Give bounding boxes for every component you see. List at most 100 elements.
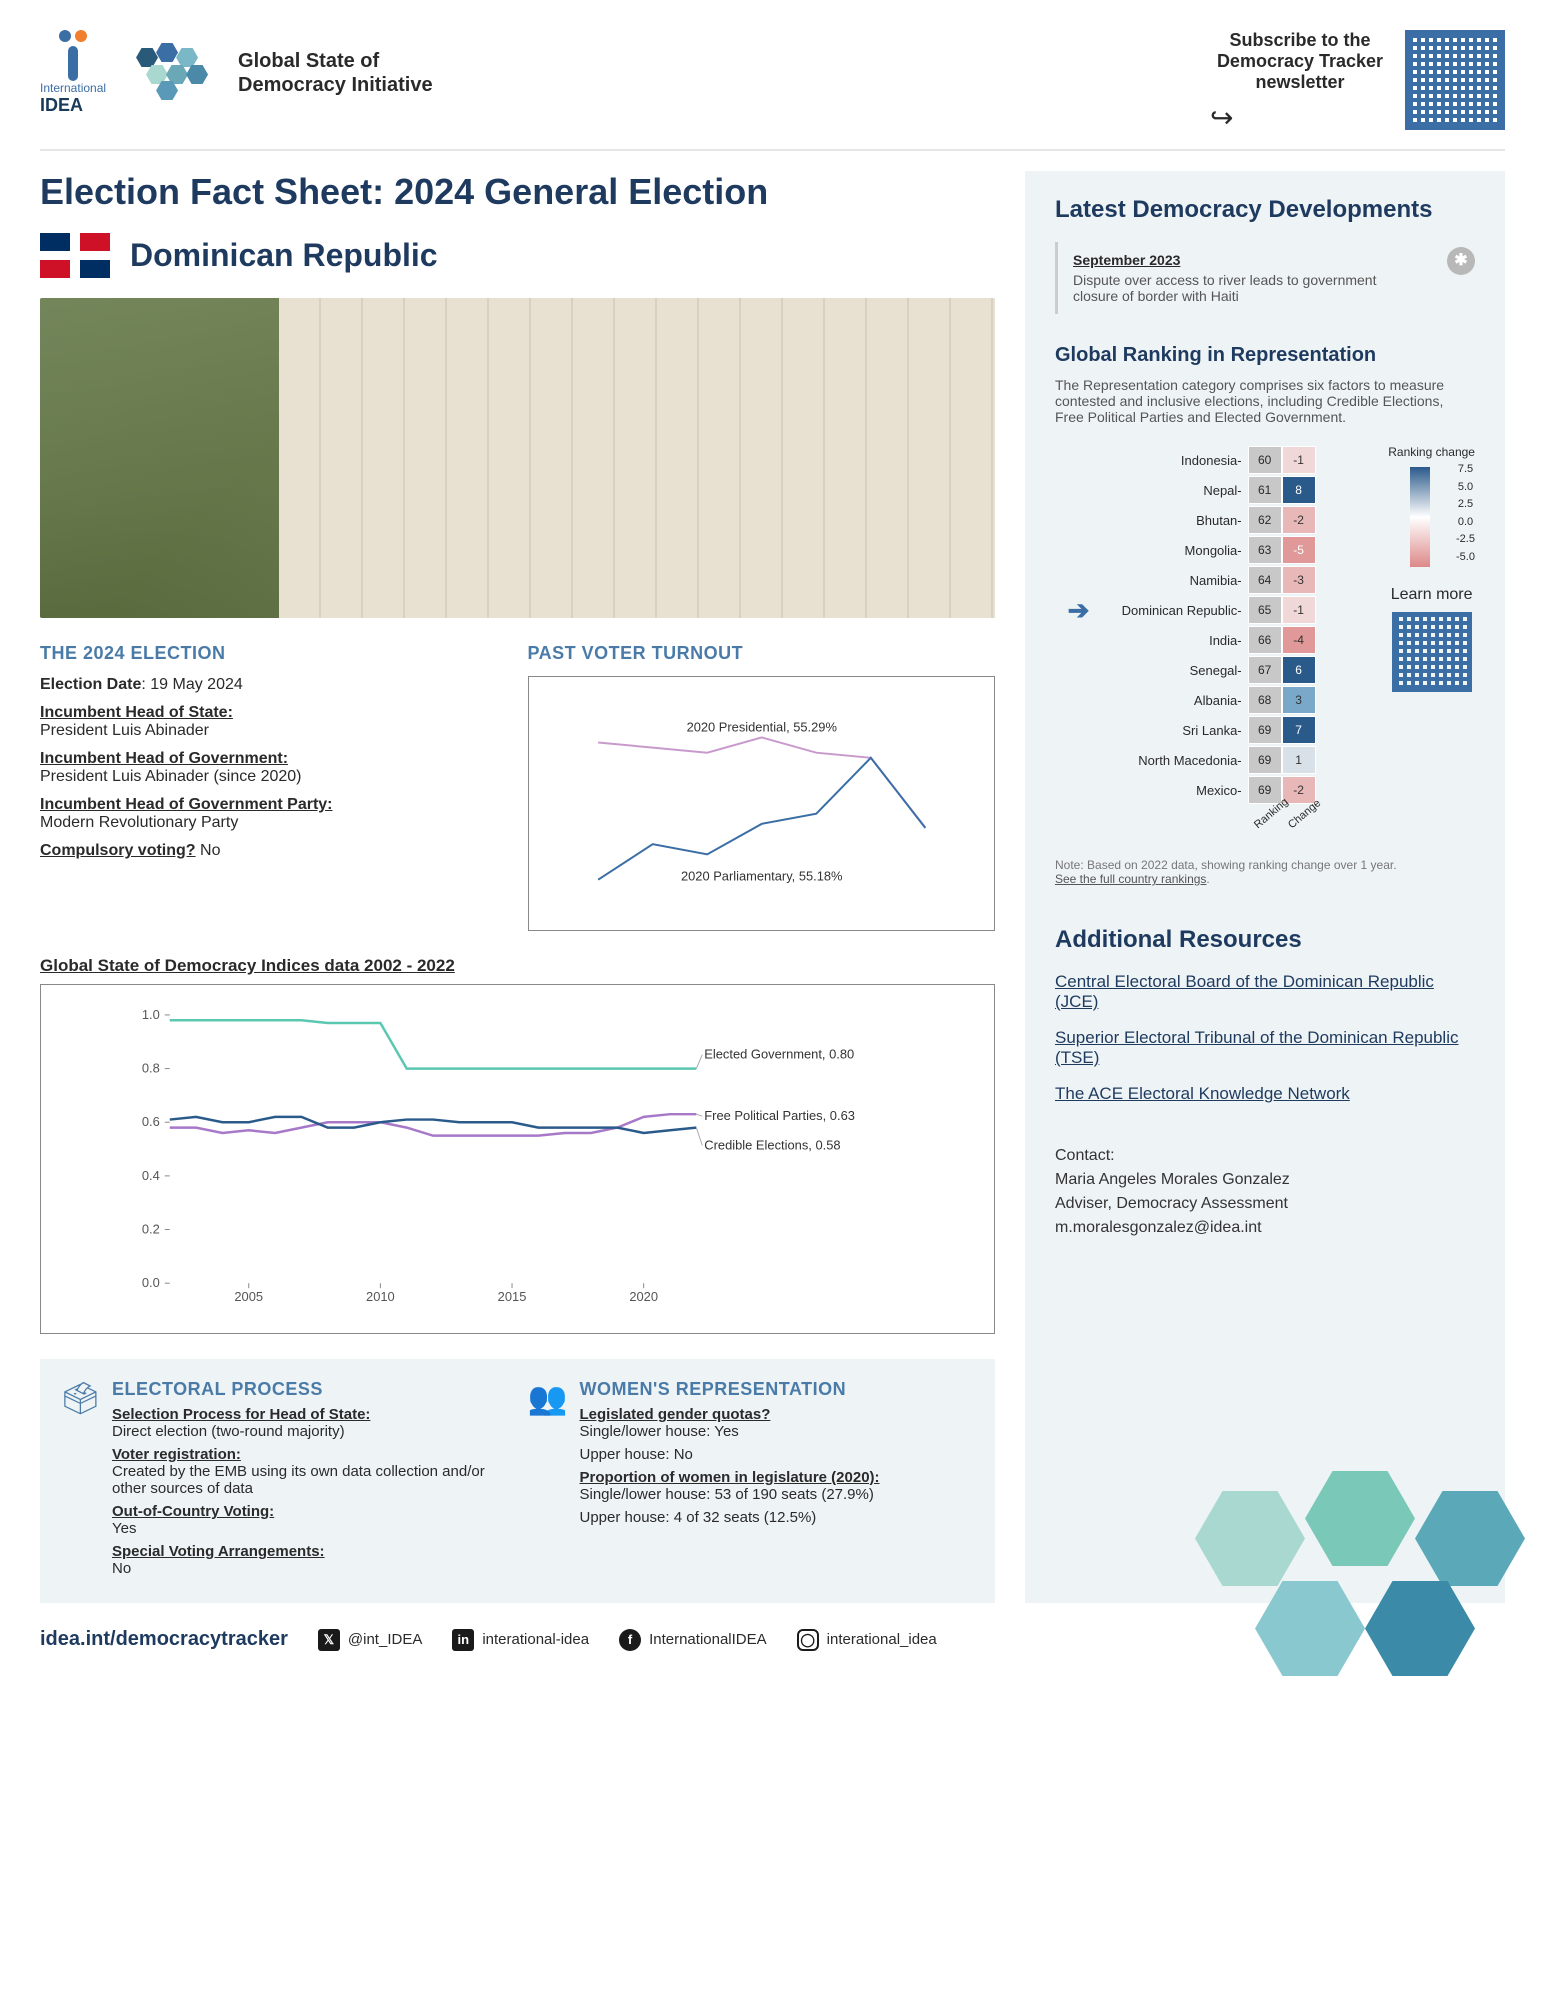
quotas-upper: Upper house: No: [580, 1446, 880, 1463]
rank-change: 3: [1282, 686, 1316, 714]
contact-name: Maria Angeles Morales Gonzalez: [1055, 1168, 1475, 1192]
table-row: Nepal-618: [1108, 475, 1316, 505]
contact-title: Adviser, Democracy Assessment: [1055, 1192, 1475, 1216]
svg-text:Credible Elections, 0.58: Credible Elections, 0.58: [704, 1137, 840, 1152]
footer-instagram[interactable]: ◯interational_idea: [797, 1629, 937, 1651]
initiative-title: Global State of Democracy Initiative: [238, 49, 433, 97]
footer-twitter[interactable]: 𝕏@int_IDEA: [318, 1629, 422, 1651]
footer-linkedin[interactable]: ininterational-idea: [452, 1629, 589, 1651]
svg-text:2015: 2015: [498, 1289, 527, 1304]
quotas-lower: Single/lower house: Yes: [580, 1423, 880, 1440]
svg-text:0.0: 0.0: [142, 1275, 160, 1290]
rank-change: 7: [1282, 716, 1316, 744]
legend-gradient-icon: [1410, 467, 1430, 567]
x-icon: 𝕏: [318, 1629, 340, 1651]
ranking-heading: Global Ranking in Representation: [1055, 344, 1475, 367]
rank-country: Senegal-: [1108, 663, 1248, 678]
rank-change: -2: [1282, 506, 1316, 534]
rank-country: Bhutan-: [1108, 513, 1248, 528]
rank-value: 60: [1248, 446, 1282, 474]
info-boxes: 🗳 ELECTORAL PROCESS Selection Process fo…: [40, 1359, 995, 1603]
table-row: Mongolia-63-5: [1108, 535, 1316, 565]
idea-logo: InternationalIDEA: [40, 30, 106, 116]
ranking-legend-col: Ranking change 7.55.02.50.0-2.5-5.0 Lear…: [1388, 445, 1475, 692]
footer-site[interactable]: idea.int/democracytracker: [40, 1628, 288, 1651]
rank-country: Mexico-: [1108, 783, 1248, 798]
country-row: Dominican Republic: [40, 233, 995, 278]
svg-text:0.8: 0.8: [142, 1061, 160, 1076]
contact-label: Contact:: [1055, 1144, 1475, 1168]
rank-change: 6: [1282, 656, 1316, 684]
latest-heading: Latest Democracy Developments: [1055, 196, 1475, 224]
election-heading: THE 2024 ELECTION: [40, 643, 508, 664]
svg-text:0.4: 0.4: [142, 1168, 160, 1183]
rank-country: Dominican Republic-: [1108, 603, 1248, 618]
news-text: Dispute over access to river leads to go…: [1073, 272, 1393, 304]
footer-facebook[interactable]: fInternationalIDEA: [619, 1629, 767, 1651]
page-title: Election Fact Sheet: 2024 General Electi…: [40, 171, 995, 213]
rank-change: 1: [1282, 746, 1316, 774]
quotas-label: Legislated gender quotas?: [580, 1406, 880, 1423]
country-name: Dominican Republic: [130, 237, 438, 274]
subscribe-text: Subscribe to the Democracy Tracker newsl…: [1210, 30, 1390, 93]
proportion-upper: Upper house: 4 of 32 seats (12.5%): [580, 1509, 880, 1526]
contact-block: Contact: Maria Angeles Morales Gonzalez …: [1055, 1144, 1475, 1240]
rank-change: -3: [1282, 566, 1316, 594]
hex-cluster-icon: [126, 43, 226, 103]
table-row: Albania-683: [1108, 685, 1316, 715]
main-column: Election Fact Sheet: 2024 General Electi…: [40, 171, 995, 1603]
rank-country: North Macedonia-: [1108, 753, 1248, 768]
rank-country: Mongolia-: [1108, 543, 1248, 558]
resource-link[interactable]: The ACE Electoral Knowledge Network: [1055, 1084, 1475, 1104]
legend-label: Ranking change: [1388, 445, 1475, 459]
people-icon: 👥: [528, 1379, 568, 1419]
ep-special-label: Special Voting Arrangements:: [112, 1543, 508, 1560]
rank-change: -4: [1282, 626, 1316, 654]
ballot-icon: 🗳: [60, 1379, 100, 1419]
ranking-note: Note: Based on 2022 data, showing rankin…: [1055, 858, 1475, 886]
election-block: THE 2024 ELECTION Election Date: 19 May …: [40, 643, 508, 931]
rank-value: 62: [1248, 506, 1282, 534]
ep-selection-label: Selection Process for Head of State:: [112, 1406, 508, 1423]
resources-block: Additional Resources Central Electoral B…: [1055, 926, 1475, 1104]
logo-bar: [68, 46, 78, 81]
head-state-label: Incumbent Head of State:: [40, 704, 508, 722]
learn-more-label: Learn more: [1388, 586, 1475, 604]
indices-chart: 0.00.20.40.60.81.02005201020152020Electe…: [40, 984, 995, 1334]
rank-value: 68: [1248, 686, 1282, 714]
qr-code-icon[interactable]: [1392, 612, 1472, 692]
table-row: Indonesia-60-1: [1108, 445, 1316, 475]
compulsory-field: Compulsory voting? No: [40, 842, 508, 860]
ep-out-label: Out-of-Country Voting:: [112, 1503, 508, 1520]
party-label: Incumbent Head of Government Party:: [40, 796, 508, 814]
ep-special-value: No: [112, 1560, 508, 1577]
rank-value: 63: [1248, 536, 1282, 564]
arrow-icon: ↪: [1210, 101, 1390, 134]
turnout-chart: 2020 Presidential, 55.29%2020 Parliament…: [528, 676, 996, 931]
svg-text:Free Political Parties, 0.63: Free Political Parties, 0.63: [704, 1108, 855, 1123]
main-grid: Election Fact Sheet: 2024 General Electi…: [40, 171, 1505, 1603]
rankings-link[interactable]: See the full country rankings: [1055, 872, 1206, 886]
rank-change: -1: [1282, 596, 1316, 624]
qr-code-icon[interactable]: [1405, 30, 1505, 130]
logo-dot: [59, 30, 71, 42]
globe-icon: ✱: [1447, 247, 1475, 275]
rank-country: India-: [1108, 633, 1248, 648]
logo-dot: [75, 30, 87, 42]
table-row: Namibia-64-3: [1108, 565, 1316, 595]
rank-value: 69: [1248, 716, 1282, 744]
svg-text:2010: 2010: [366, 1289, 395, 1304]
ranking-desc: The Representation category comprises si…: [1055, 377, 1475, 425]
rank-change: -1: [1282, 446, 1316, 474]
electoral-process-col: 🗳 ELECTORAL PROCESS Selection Process fo…: [60, 1379, 508, 1583]
learn-more: Learn more: [1388, 586, 1475, 692]
head-state-value: President Luis Abinader: [40, 722, 508, 740]
linkedin-icon: in: [452, 1629, 474, 1651]
resource-link[interactable]: Central Electoral Board of the Dominican…: [1055, 972, 1475, 1012]
rank-country: Albania-: [1108, 693, 1248, 708]
footer: idea.int/democracytracker 𝕏@int_IDEA ini…: [40, 1603, 1505, 1651]
contact-email: m.moralesgonzalez@idea.int: [1055, 1216, 1475, 1240]
resource-link[interactable]: Superior Electoral Tribunal of the Domin…: [1055, 1028, 1475, 1068]
rank-value: 65: [1248, 596, 1282, 624]
head-gov-value: President Luis Abinader (since 2020): [40, 768, 508, 786]
